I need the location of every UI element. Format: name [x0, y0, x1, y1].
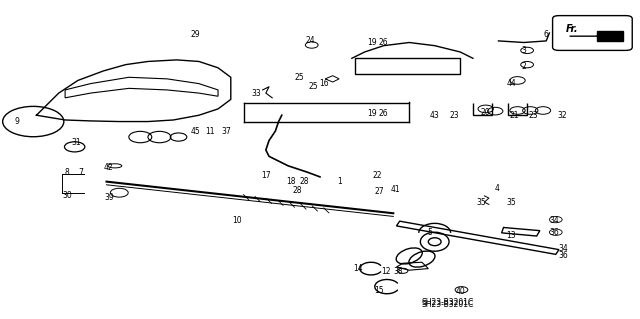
Text: 36: 36: [559, 251, 568, 260]
Text: 14: 14: [353, 264, 363, 273]
Text: 20: 20: [481, 108, 490, 116]
Text: 34: 34: [559, 243, 568, 253]
Text: 41: 41: [390, 185, 400, 194]
Text: 27: 27: [374, 187, 384, 196]
Text: 10: 10: [232, 216, 242, 225]
Text: 45: 45: [191, 127, 200, 136]
Text: 25: 25: [309, 82, 319, 91]
Text: 25: 25: [294, 73, 304, 82]
Text: Fr.: Fr.: [565, 24, 578, 33]
Text: 24: 24: [306, 36, 316, 45]
Text: 15: 15: [374, 286, 383, 295]
Text: 4: 4: [495, 184, 500, 193]
Text: 33: 33: [252, 89, 261, 98]
Text: 36: 36: [549, 228, 559, 237]
Text: 3: 3: [522, 46, 526, 55]
Text: 9: 9: [15, 117, 20, 126]
FancyArrowPatch shape: [596, 34, 615, 38]
Text: 22: 22: [372, 171, 382, 180]
Text: 44: 44: [506, 79, 516, 88]
Text: 34: 34: [549, 216, 559, 225]
Text: 11: 11: [205, 127, 215, 136]
Text: 42: 42: [104, 163, 113, 172]
Text: 28: 28: [292, 186, 302, 195]
Polygon shape: [597, 32, 623, 41]
Text: SH23-B3201C: SH23-B3201C: [421, 300, 474, 309]
Text: 40: 40: [455, 287, 465, 296]
Text: 18: 18: [287, 176, 296, 186]
Text: 23: 23: [529, 111, 538, 120]
Text: 16: 16: [319, 79, 329, 88]
Text: 23: 23: [449, 111, 459, 120]
Text: 35: 35: [476, 198, 486, 207]
Text: 32: 32: [557, 111, 567, 120]
Text: 26: 26: [379, 109, 388, 118]
Text: SH23-B3201C: SH23-B3201C: [421, 299, 474, 308]
Text: 19: 19: [367, 38, 377, 47]
Text: 1: 1: [337, 176, 342, 186]
Text: 12: 12: [381, 267, 390, 276]
Text: 13: 13: [506, 231, 516, 240]
Text: 2: 2: [522, 62, 526, 71]
Text: 7: 7: [79, 168, 83, 177]
Text: 35: 35: [506, 198, 516, 207]
Text: 43: 43: [430, 111, 440, 120]
Text: 5: 5: [427, 228, 432, 237]
FancyBboxPatch shape: [552, 16, 632, 50]
Text: 31: 31: [72, 137, 81, 147]
Text: 38: 38: [393, 267, 403, 276]
Text: 30: 30: [62, 191, 72, 200]
Text: 17: 17: [261, 171, 271, 180]
Text: 37: 37: [221, 127, 231, 136]
Text: 8: 8: [65, 168, 69, 177]
Text: 39: 39: [105, 193, 115, 202]
Text: 28: 28: [300, 176, 309, 186]
Text: 29: 29: [191, 30, 200, 39]
Text: 19: 19: [367, 109, 377, 118]
Text: 21: 21: [509, 111, 519, 120]
Text: 26: 26: [379, 38, 388, 47]
Text: 6: 6: [544, 30, 548, 39]
